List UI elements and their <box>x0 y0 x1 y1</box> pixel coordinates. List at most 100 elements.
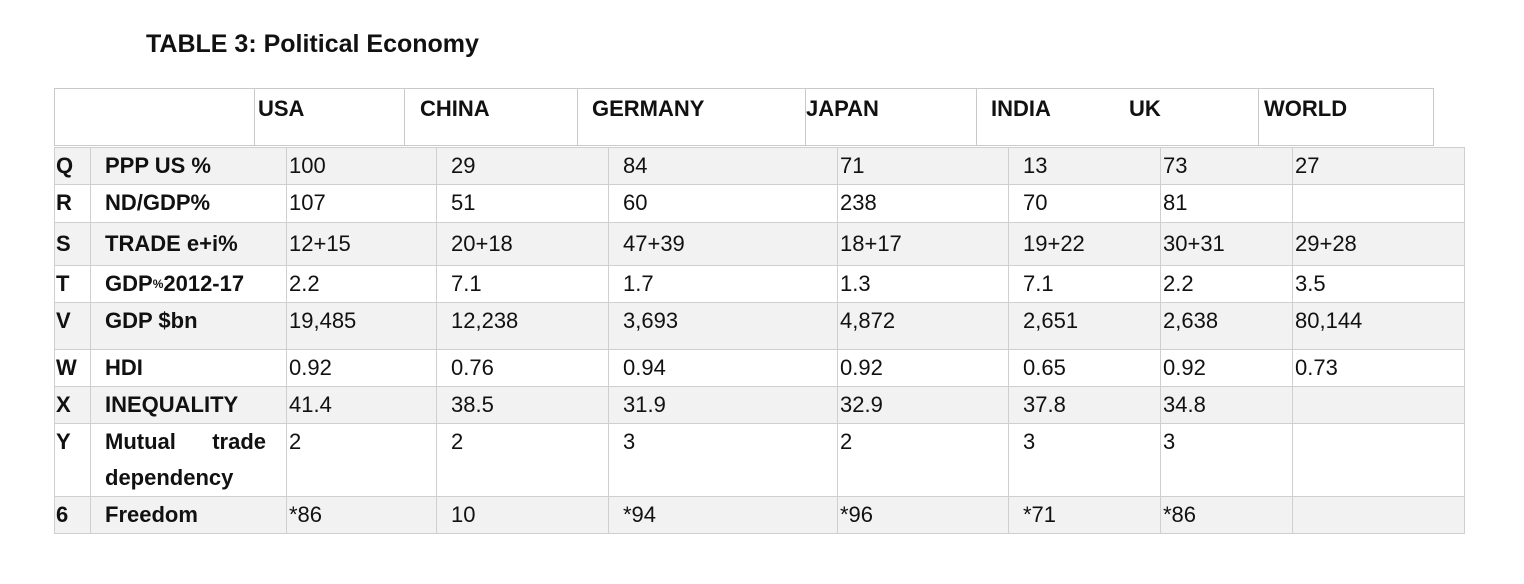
cell-china: 10 <box>451 502 476 527</box>
row-label: Mutual trade dependency <box>91 424 286 496</box>
row-label-tail: 2012-17 <box>163 271 245 296</box>
table-title: TABLE 3: Political Economy <box>146 30 479 58</box>
table-row: X INEQUALITY 41.4 38.5 31.9 32.9 37.8 34… <box>54 386 1465 424</box>
row-key: V <box>56 308 71 333</box>
row-label-sup: % <box>152 277 164 291</box>
row-key: R <box>56 190 72 215</box>
cell-uk: 34.8 <box>1163 392 1206 417</box>
header-china: CHINA <box>420 96 490 121</box>
cell-japan: 32.9 <box>840 392 883 417</box>
cell-uk: 30+31 <box>1163 231 1225 256</box>
cell-usa: 0.92 <box>289 355 332 380</box>
cell-india: 0.65 <box>1023 355 1066 380</box>
row-label: HDI <box>105 355 143 380</box>
table-row: Y Mutual trade dependency 2 2 3 2 3 3 <box>54 423 1465 497</box>
cell-germany: 60 <box>623 190 648 215</box>
cell-china: 0.76 <box>451 355 494 380</box>
row-label: INEQUALITY <box>105 392 239 417</box>
cell-china: 7.1 <box>451 271 482 296</box>
table-row: 6 Freedom *86 10 *94 *96 *71 *86 <box>54 496 1465 534</box>
header-japan: JAPAN <box>806 96 879 121</box>
table-row: V GDP $bn 19,485 12,238 3,693 4,872 2,65… <box>54 302 1465 350</box>
row-label: GDP%2012-17 <box>91 266 286 302</box>
cell-germany: *94 <box>623 502 657 527</box>
header-cell-japan <box>805 88 977 146</box>
cell-uk: 73 <box>1163 153 1188 178</box>
table-row: W HDI 0.92 0.76 0.94 0.92 0.65 0.92 0.73 <box>54 349 1465 387</box>
table-row: R ND/GDP% 107 51 60 238 70 81 <box>54 184 1465 223</box>
cell-usa: 19,485 <box>289 308 357 333</box>
row-key: Y <box>56 429 71 454</box>
cell-uk: 81 <box>1163 190 1188 215</box>
row-key: S <box>56 231 71 256</box>
cell-germany: 3 <box>623 429 636 454</box>
cell-china: 29 <box>451 153 476 178</box>
row-key: Q <box>56 153 74 178</box>
cell-india: 3 <box>1023 429 1036 454</box>
row-label: TRADE e+i% <box>105 231 238 256</box>
cell-world: 80,144 <box>1295 308 1363 333</box>
header-usa: USA <box>258 96 305 121</box>
cell-world: 29+28 <box>1295 231 1357 256</box>
header-cell-china <box>404 88 578 146</box>
cell-china: 38.5 <box>451 392 494 417</box>
header-cell-blank <box>54 88 255 146</box>
cell-world: 27 <box>1295 153 1320 178</box>
cell-germany: 84 <box>623 153 648 178</box>
table-row: T GDP%2012-17 2.2 7.1 1.7 1.3 7.1 2.2 3.… <box>54 265 1465 303</box>
cell-japan: 1.3 <box>840 271 871 296</box>
cell-germany: 31.9 <box>623 392 666 417</box>
cell-uk: 2,638 <box>1163 308 1219 333</box>
cell-uk: *86 <box>1163 502 1197 527</box>
cell-india: 37.8 <box>1023 392 1066 417</box>
cell-germany: 47+39 <box>623 231 685 256</box>
table-row: S TRADE e+i% 12+15 20+18 47+39 18+17 19+… <box>54 222 1465 266</box>
cell-india: *71 <box>1023 502 1057 527</box>
cell-japan: 71 <box>840 153 865 178</box>
header-india: INDIA <box>991 96 1051 121</box>
cell-india: 7.1 <box>1023 271 1054 296</box>
cell-japan: 2 <box>840 429 853 454</box>
row-label: GDP $bn <box>105 308 198 333</box>
cell-germany: 0.94 <box>623 355 666 380</box>
cell-usa: 12+15 <box>289 231 351 256</box>
cell-world: 0.73 <box>1295 355 1338 380</box>
cell-world: 3.5 <box>1295 271 1326 296</box>
cell-japan: 238 <box>840 190 877 215</box>
cell-usa: *86 <box>289 502 323 527</box>
cell-usa: 100 <box>289 153 326 178</box>
row-label: Freedom <box>105 502 198 527</box>
data-table: Q PPP US % 100 29 84 71 13 73 27 R ND/GD… <box>54 147 1465 534</box>
header-world: WORLD <box>1264 96 1348 121</box>
row-key: T <box>56 271 70 296</box>
cell-germany: 1.7 <box>623 271 654 296</box>
cell-japan: 0.92 <box>840 355 883 380</box>
row-key: 6 <box>56 502 69 527</box>
cell-usa: 107 <box>289 190 326 215</box>
cell-germany: 3,693 <box>623 308 679 333</box>
header-cell-world <box>1258 88 1434 146</box>
cell-uk: 2.2 <box>1163 271 1194 296</box>
cell-japan: 18+17 <box>840 231 902 256</box>
cell-india: 19+22 <box>1023 231 1085 256</box>
row-label-line2: dependency <box>105 465 234 490</box>
cell-india: 2,651 <box>1023 308 1079 333</box>
cell-japan: 4,872 <box>840 308 896 333</box>
cell-usa: 2.2 <box>289 271 320 296</box>
cell-china: 51 <box>451 190 476 215</box>
header-cell-india-uk <box>976 88 1259 146</box>
cell-usa: 2 <box>289 429 302 454</box>
row-key: W <box>56 355 77 380</box>
header-cell-usa <box>254 88 405 146</box>
row-label-line1: Mutual trade <box>105 429 267 454</box>
row-label: ND/GDP% <box>105 190 211 215</box>
cell-china: 20+18 <box>451 231 513 256</box>
cell-usa: 41.4 <box>289 392 332 417</box>
header-uk: UK <box>1129 96 1161 121</box>
header-cell-germany <box>577 88 806 146</box>
header-germany: GERMANY <box>592 96 705 121</box>
cell-india: 13 <box>1023 153 1048 178</box>
cell-china: 2 <box>451 429 464 454</box>
cell-china: 12,238 <box>451 308 519 333</box>
cell-uk: 0.92 <box>1163 355 1206 380</box>
